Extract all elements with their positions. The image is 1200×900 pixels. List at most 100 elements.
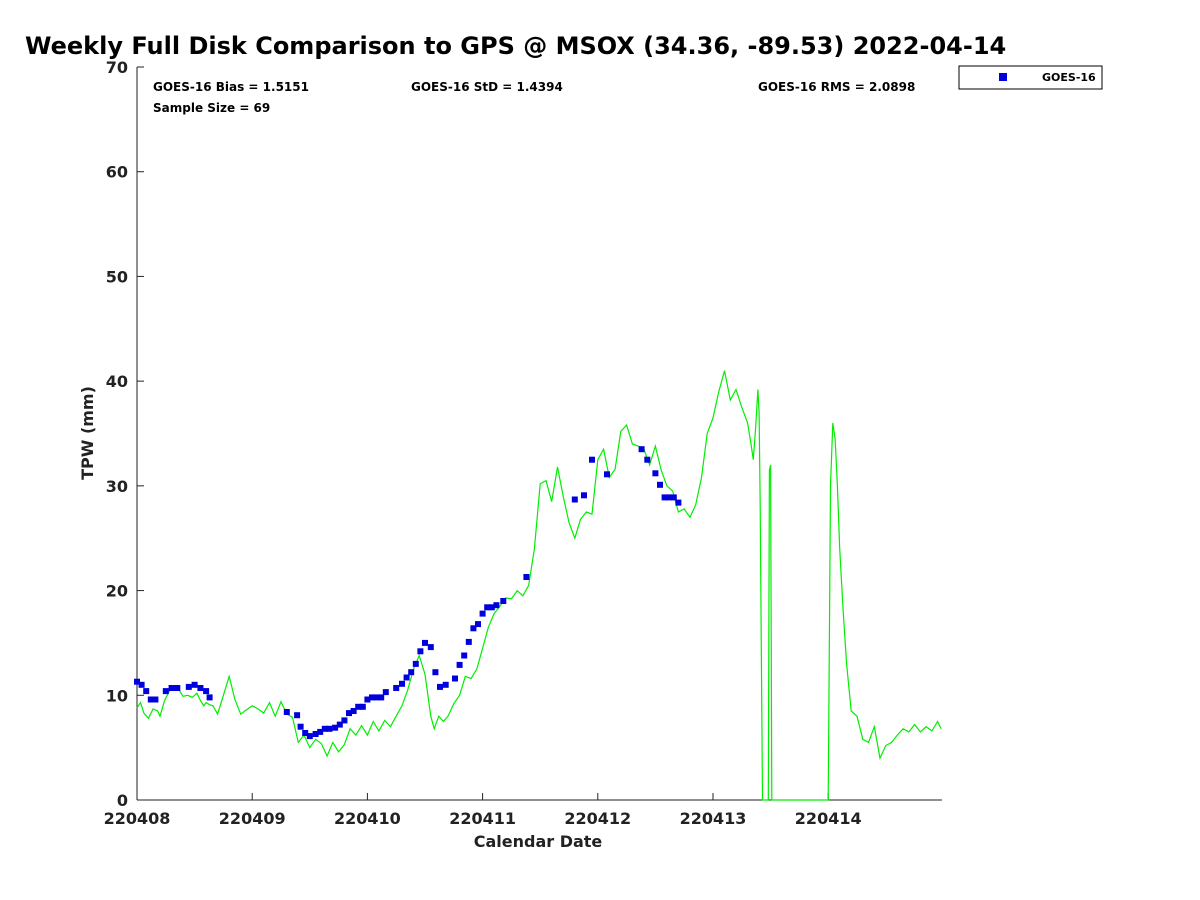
goes16-point: [206, 694, 213, 701]
goes16-point: [675, 499, 682, 506]
y-axis-ticks: 0 10 20 30 40 50 60 70: [106, 58, 144, 810]
plot-area: [136, 67, 942, 801]
goes16-point: [465, 638, 472, 645]
y-tick-label: 10: [106, 686, 128, 705]
goes16-point: [484, 604, 491, 611]
goes16-series: [134, 446, 682, 740]
goes16-point: [152, 696, 159, 703]
goes16-point: [355, 703, 362, 710]
goes16-point: [373, 694, 380, 701]
goes16-point: [378, 694, 385, 701]
goes16-point: [317, 728, 324, 735]
goes16-point: [581, 492, 587, 499]
rms-annotation: GOES-16 RMS = 2.0898: [758, 80, 915, 94]
goes16-point: [185, 683, 192, 690]
goes16-point: [427, 644, 434, 651]
goes16-point: [306, 733, 313, 740]
legend-box: [958, 65, 1103, 90]
goes16-point: [571, 496, 578, 503]
y-tick-label: 20: [106, 582, 128, 601]
goes16-point: [134, 678, 140, 685]
x-tick-label: 220414: [795, 809, 862, 828]
legend: GOES-16: [958, 65, 1103, 90]
goes16-point: [350, 708, 357, 714]
goes16-point: [412, 660, 419, 667]
x-tick-label: 220409: [219, 809, 286, 828]
statistics-annotations: GOES-16 Bias = 1.5151 GOES-16 StD = 1.43…: [153, 80, 915, 115]
y-tick-label: 60: [106, 163, 128, 182]
x-tick-label: 220411: [449, 809, 516, 828]
goes16-point: [452, 675, 458, 682]
goes16-point: [488, 604, 495, 611]
goes16-point: [143, 688, 150, 695]
goes16-point: [364, 696, 371, 703]
x-tick-label: 220408: [104, 809, 171, 828]
bias-annotation: GOES-16 Bias = 1.5151: [153, 80, 309, 94]
y-tick-label: 70: [106, 58, 128, 77]
goes16-point: [470, 625, 477, 632]
y-tick-label: 0: [117, 791, 128, 810]
goes16-point: [321, 725, 328, 732]
goes16-point: [147, 696, 154, 703]
goes16-point: [297, 723, 304, 730]
goes16-point: [666, 494, 673, 501]
goes16-point: [437, 683, 443, 690]
std-annotation: GOES-16 StD = 1.4394: [411, 80, 563, 94]
goes16-point: [312, 731, 319, 737]
goes16-point: [162, 688, 169, 695]
goes16-point: [422, 639, 428, 646]
chart-title: Weekly Full Disk Comparison to GPS @ MSO…: [25, 32, 1006, 60]
goes16-point: [168, 685, 175, 691]
goes16-point: [138, 681, 145, 688]
legend-marker-goes16: [999, 73, 1007, 81]
goes16-point: [523, 574, 530, 580]
y-tick-label: 30: [106, 477, 128, 496]
sample-size-annotation: Sample Size = 69: [153, 101, 270, 115]
goes16-point: [442, 681, 449, 688]
y-tick-label: 50: [106, 267, 128, 286]
goes16-point: [382, 689, 389, 696]
goes16-point: [432, 669, 439, 676]
gps-series-line: [136, 370, 942, 801]
goes16-point: [369, 694, 375, 701]
x-tick-label: 220412: [564, 809, 631, 828]
goes16-point: [604, 471, 610, 478]
goes16-point: [393, 685, 400, 691]
goes16-point: [283, 709, 290, 715]
x-tick-label: 220410: [334, 809, 401, 828]
goes16-point: [326, 725, 333, 732]
y-tick-label: 40: [106, 372, 128, 391]
x-axis-label: Calendar Date: [474, 832, 603, 851]
goes16-point: [197, 685, 204, 691]
goes16-point: [661, 494, 668, 501]
y-axis-label: TPW (mm): [78, 386, 97, 480]
goes16-point: [589, 456, 595, 463]
goes16-point: [456, 661, 463, 668]
goes16-point: [670, 494, 677, 501]
goes16-point: [346, 710, 352, 717]
goes16-point: [493, 602, 500, 609]
goes16-point: [657, 481, 663, 488]
goes16-point: [638, 446, 645, 453]
goes16-point: [644, 456, 651, 463]
x-tick-label: 220413: [680, 809, 747, 828]
goes16-point: [294, 712, 301, 719]
x-axis-ticks: 220408 220409 220410 220411 220412 220413 2204…: [104, 793, 862, 828]
goes16-point: [652, 470, 659, 477]
goes16-point: [417, 648, 424, 655]
goes16-point: [500, 598, 507, 604]
goes16-point: [475, 621, 481, 628]
goes16-point: [174, 685, 181, 691]
goes16-point: [332, 724, 339, 731]
gps-series: [136, 370, 942, 801]
goes16-point: [341, 717, 348, 724]
goes16-point: [302, 730, 309, 736]
goes16-point: [359, 703, 366, 710]
goes16-point: [479, 610, 486, 617]
goes16-point: [461, 652, 468, 659]
goes16-point: [203, 688, 210, 695]
goes16-point: [399, 680, 405, 687]
goes16-point: [336, 721, 343, 728]
goes16-point: [408, 669, 415, 676]
